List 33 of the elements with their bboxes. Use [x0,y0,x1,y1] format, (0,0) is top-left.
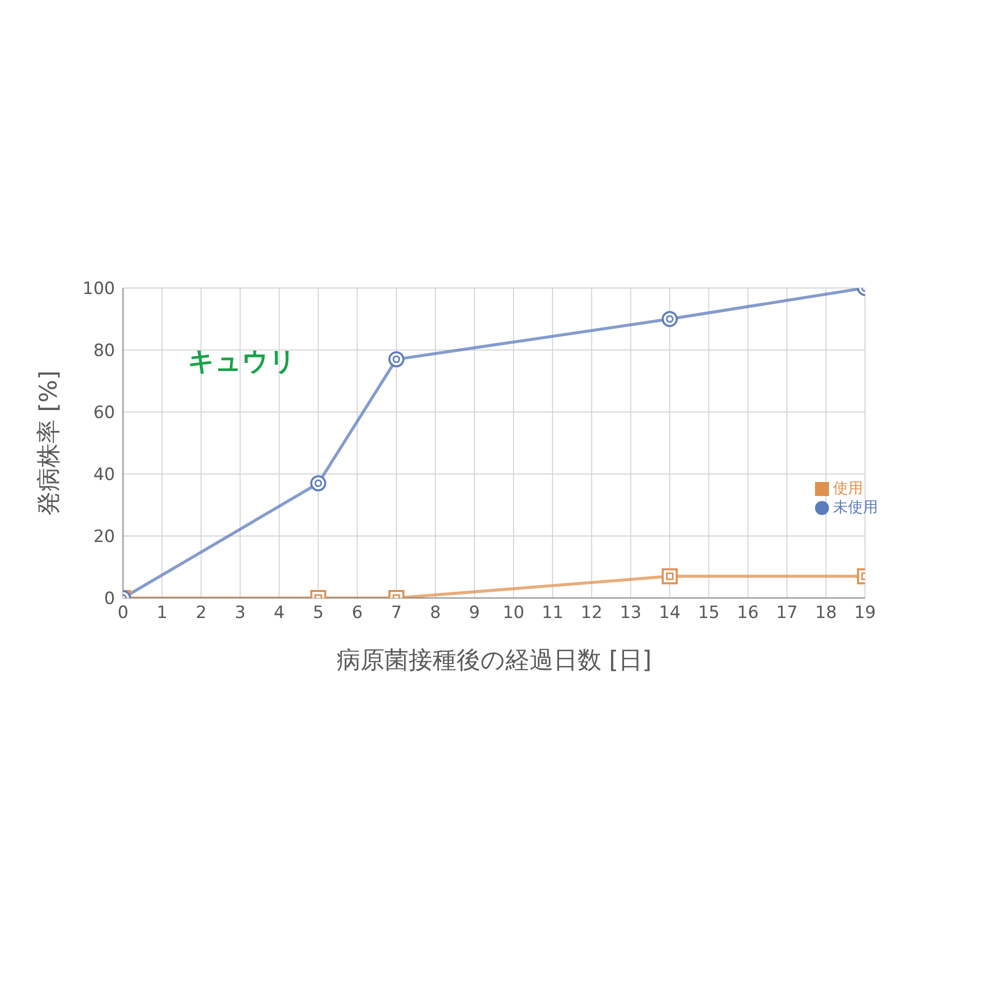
x-tick-label: 0 [118,603,128,624]
x-tick-label: 17 [776,603,798,624]
x-tick-label: 4 [274,603,285,624]
x-tick-label: 8 [430,603,441,624]
point [388,351,404,368]
point [310,475,326,492]
y-tick-label: 20 [93,527,115,548]
x-tick-label: 5 [312,603,324,624]
x-tick-label: 9 [469,603,480,624]
x-tick-label: 15 [698,603,720,624]
y-tick-label: 0 [104,589,115,610]
x-tick-label: 12 [580,603,602,624]
x-tick-label: 18 [815,603,837,624]
annotation: キュウリ [188,346,296,379]
y-tick-label: 80 [93,341,115,362]
y-axis-title: 発病株率 [%] [34,370,63,516]
x-tick-label: 11 [542,603,564,624]
x-tick-label: 14 [658,603,681,624]
legend-label: 使用 [833,479,863,497]
x-tick-label: 3 [234,603,246,624]
y-tick-label: 60 [93,403,115,424]
x-tick-label: 6 [352,603,363,624]
x-tick-label: 13 [620,603,642,624]
legend-label: 未使用 [833,498,878,516]
x-tick-label: 19 [854,603,876,624]
x-tick-label: 10 [502,603,524,624]
x-tick-label: 1 [156,603,168,624]
y-tick-label: 100 [82,279,115,300]
x-tick-label: 16 [737,603,759,624]
x-tick-label: 2 [196,603,207,624]
x-axis-title: 病原菌接種後の経過日数 [日] [336,646,652,674]
y-tick-label: 40 [93,465,115,486]
x-tick-label: 7 [390,603,402,624]
